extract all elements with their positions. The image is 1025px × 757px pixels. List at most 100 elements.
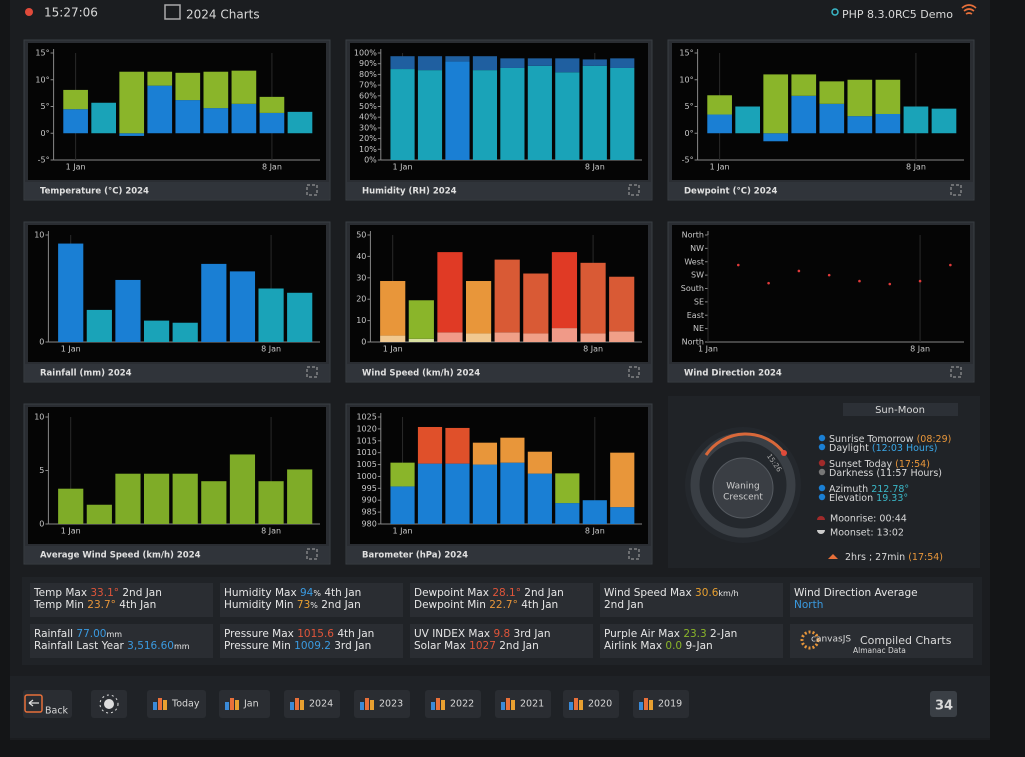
header-title: 2024 Charts	[186, 8, 260, 22]
bar	[500, 67, 525, 160]
legend-dot	[818, 468, 826, 476]
bar	[580, 262, 606, 334]
chart-title: Humidity (RH) 2024	[362, 187, 457, 197]
nav-button[interactable]	[495, 690, 551, 718]
stat-cell	[600, 583, 783, 617]
bar	[86, 504, 112, 524]
stat-line: Wind Speed Max 30.6km/h	[604, 587, 739, 599]
nav-button[interactable]	[425, 690, 481, 718]
bar	[707, 114, 732, 134]
x-tick-label: 1 Jan	[698, 345, 718, 354]
bar	[500, 462, 525, 524]
stat-line: UV INDEX Max 9.8 3rd Jan	[414, 628, 551, 640]
stat-line: 2nd Jan	[604, 599, 644, 611]
stat-date: 4th Jan	[324, 587, 361, 599]
stat-label: Dewpoint Max	[414, 587, 489, 599]
nav-button-label[interactable]: 2019	[658, 699, 682, 710]
moonset: Moonset: 13:02	[830, 528, 904, 539]
bar	[258, 481, 284, 524]
bar	[445, 56, 470, 62]
x-tick-label: 1 Jan	[393, 163, 413, 172]
stat-date: 3rd Jan	[334, 640, 371, 652]
bar	[527, 65, 552, 160]
nav-button[interactable]	[633, 690, 689, 718]
nav-button-label[interactable]: Jan	[243, 699, 259, 710]
sun-row-value: (12:03 Hours)	[872, 443, 938, 454]
y-tick-label: 0	[39, 520, 44, 529]
nav-button-label[interactable]: 2024	[309, 699, 333, 710]
point	[858, 279, 861, 283]
point	[797, 269, 801, 273]
nav-button[interactable]	[354, 690, 410, 718]
nav-button-label[interactable]: 2021	[520, 699, 544, 710]
sun-row: Elevation 19.33°	[829, 493, 908, 504]
bar	[119, 133, 145, 136]
chart-title: Barometer (hPa) 2024	[362, 551, 468, 561]
legend-dot	[818, 484, 826, 492]
point	[827, 273, 831, 277]
credit-logo: canvasJS	[811, 635, 851, 645]
stat-line: Rainfall 77.00mm	[34, 628, 122, 640]
back-label[interactable]: Back	[45, 706, 69, 717]
stat-line: Wind Direction Average	[794, 587, 918, 599]
stat-cell	[30, 583, 213, 617]
chart-icon	[431, 702, 435, 710]
x-tick-label: 1 Jan	[393, 527, 413, 536]
x-tick-label: 1 Jan	[61, 527, 81, 536]
plot-area	[672, 225, 970, 362]
bar	[555, 503, 580, 524]
x-tick-label: 8 Jan	[261, 527, 281, 536]
bar	[390, 56, 415, 70]
y-tick-label: 1015	[356, 436, 376, 445]
stat-value: 28.1°	[492, 587, 521, 599]
chart-icon	[649, 700, 653, 710]
bar	[287, 111, 313, 134]
sun-icon	[104, 699, 114, 709]
sun-row: Darkness (11:57 Hours)	[829, 468, 942, 479]
y-tick-label: 10°	[35, 75, 49, 84]
back-button[interactable]	[23, 690, 72, 718]
bar	[86, 309, 112, 342]
bar	[91, 102, 117, 134]
caption-bar	[25, 182, 329, 199]
nav-button-label[interactable]: 2020	[588, 699, 612, 710]
stat-label: Solar Max	[414, 640, 466, 652]
bar	[417, 463, 443, 524]
location-icon	[831, 8, 839, 16]
stat-value: 30.6	[695, 587, 719, 599]
nav-button[interactable]	[284, 690, 340, 718]
bar	[903, 106, 929, 134]
stat-label: Humidity Min	[224, 599, 294, 611]
nav-button[interactable]	[219, 690, 270, 718]
expand-icon	[950, 366, 962, 378]
bar	[172, 473, 198, 524]
y-tick-label: 15°	[35, 49, 49, 58]
x-tick-label: 1 Jan	[383, 345, 403, 354]
nav-button-label[interactable]: Today	[171, 699, 200, 710]
chart-icon	[360, 702, 364, 710]
bar	[527, 451, 552, 474]
moon-disc	[712, 457, 774, 519]
sun-moon-title: Sun-Moon	[875, 405, 925, 416]
bar	[555, 473, 580, 504]
back-arrow	[28, 699, 39, 707]
bar	[523, 333, 549, 342]
bar	[472, 464, 498, 524]
stat-cell	[790, 624, 973, 658]
nav-button-label[interactable]: 2023	[379, 699, 403, 710]
caption-bar	[25, 546, 329, 563]
chart-icon	[158, 698, 162, 710]
stat-label: Wind Direction Average	[794, 587, 918, 599]
badge[interactable]	[930, 691, 957, 717]
nav-button[interactable]	[563, 690, 619, 718]
stat-line: Dewpoint Max 28.1° 2nd Jan	[414, 587, 564, 599]
nav-button[interactable]	[147, 690, 206, 718]
stat-value: 0.0	[665, 640, 682, 652]
chart-title: Average Wind Speed (km/h) 2024	[40, 551, 201, 561]
sun-row-label: Sunrise Tomorrow	[829, 434, 914, 445]
nav-button-label[interactable]: 2022	[450, 699, 474, 710]
expand-icon	[628, 548, 640, 560]
duration: 2hrs ; 27min (17:54)	[845, 552, 943, 563]
chart-icon	[153, 702, 157, 710]
x-tick-label: 8 Jan	[262, 163, 282, 172]
